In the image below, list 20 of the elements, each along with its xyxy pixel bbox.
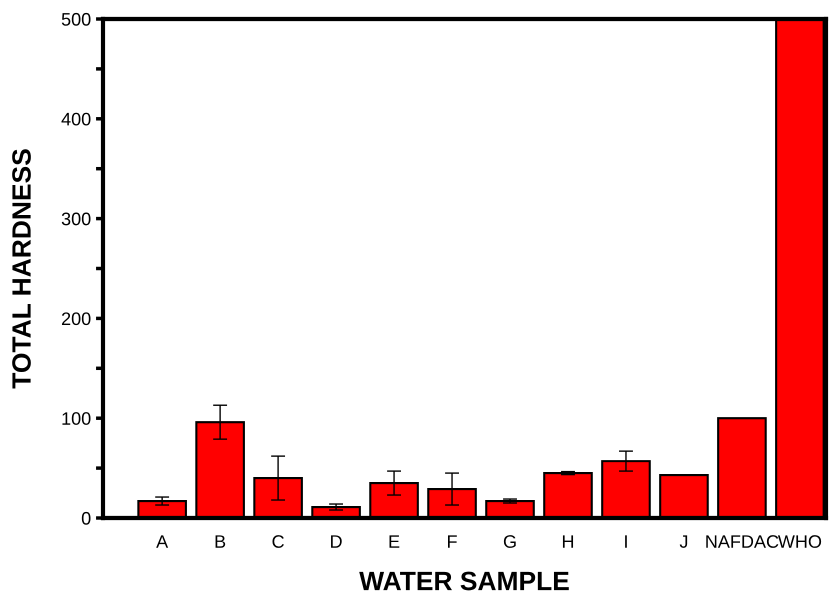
x-tick-label: J <box>680 535 688 548</box>
x-tick-label: C <box>272 535 284 548</box>
x-tick-label: WHO <box>778 535 822 548</box>
x-tick-label: H <box>562 535 574 548</box>
x-tick-label: G <box>504 535 516 548</box>
y-tick-label: 400 <box>61 112 90 126</box>
y-tick-label: 300 <box>62 212 90 226</box>
x-tick-label: F <box>448 535 457 548</box>
x-tick-label: E <box>390 535 400 548</box>
x-tick-label: D <box>331 535 342 548</box>
x-tick-label: B <box>216 535 226 548</box>
y-tick-label: 200 <box>62 312 90 326</box>
x-tick-label: I <box>625 535 627 548</box>
x-tick-label: NAFDAC <box>706 535 778 548</box>
y-axis-title: TOTAL HARDNESS <box>12 149 31 388</box>
y-tick-label: 100 <box>62 412 90 425</box>
x-axis-title: WATER SAMPLE <box>359 572 569 590</box>
y-tick-label: 0 <box>82 512 90 525</box>
x-tick-label: A <box>156 535 168 548</box>
y-tick-label: 500 <box>62 12 90 26</box>
